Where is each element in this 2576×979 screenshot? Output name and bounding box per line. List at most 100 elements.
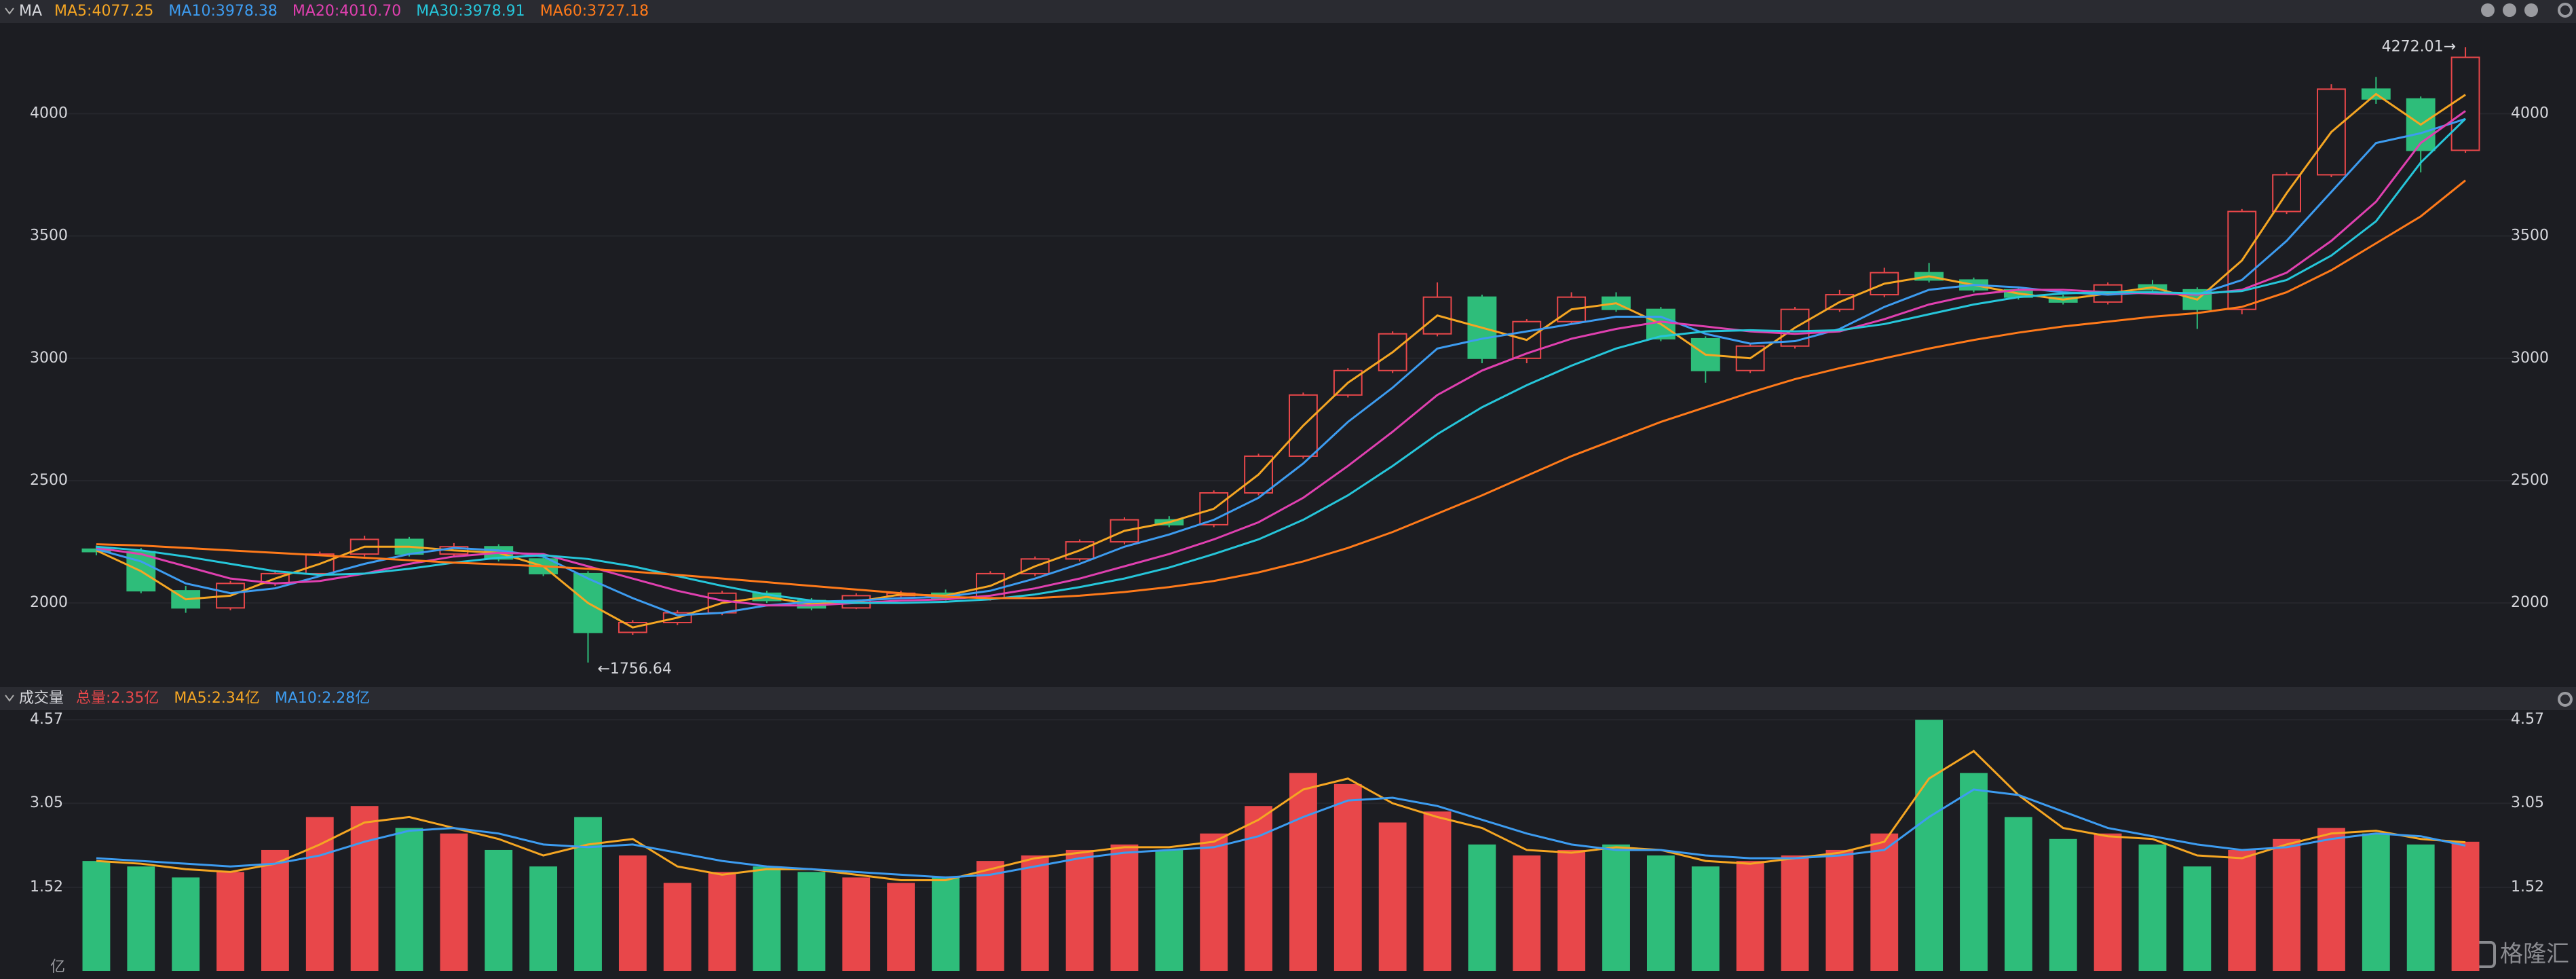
volume-bar bbox=[440, 833, 468, 971]
y2-tick-label: 1.52 bbox=[2511, 879, 2544, 895]
candle-body bbox=[1780, 308, 1810, 347]
volume-bar bbox=[1021, 855, 1049, 971]
y2-tick-label: 2500 bbox=[2511, 472, 2549, 489]
volume-bar bbox=[305, 817, 334, 971]
candle-body bbox=[1422, 296, 1452, 335]
volume-bar bbox=[1468, 844, 1496, 971]
volume-total: 总量:2.35亿 bbox=[76, 690, 159, 707]
volume-bar bbox=[976, 861, 1004, 971]
y2-tick-label: 3000 bbox=[2511, 350, 2549, 367]
minimize-button[interactable] bbox=[2481, 3, 2495, 17]
settings-button[interactable] bbox=[2558, 3, 2573, 18]
volume-bar bbox=[2138, 844, 2167, 971]
legend-label: MA20:4010.70 bbox=[292, 3, 401, 20]
volume-bar bbox=[2362, 833, 2390, 971]
legend-label: MA5:4077.25 bbox=[54, 3, 153, 20]
y2-tick-label: 2000 bbox=[2511, 594, 2549, 611]
volume-bar bbox=[1245, 806, 1272, 971]
ma-line bbox=[96, 117, 2467, 604]
volume-bar bbox=[1691, 866, 1720, 971]
volume-bar bbox=[708, 872, 736, 971]
volume-bar bbox=[618, 855, 647, 971]
collapse-icon[interactable] bbox=[5, 7, 14, 15]
volume-bar bbox=[127, 866, 155, 971]
y2-tick-label: 3.05 bbox=[2511, 794, 2544, 811]
y-tick-label: 2000 bbox=[30, 594, 68, 611]
candle-body bbox=[1289, 394, 1318, 457]
volume-bar bbox=[753, 866, 781, 971]
volume-bar bbox=[1333, 783, 1362, 971]
volume-unit: 亿 bbox=[50, 959, 65, 976]
add-button[interactable] bbox=[2503, 3, 2516, 17]
volume-bar bbox=[1557, 849, 1586, 971]
ma-line bbox=[96, 179, 2467, 599]
volume-bar bbox=[2228, 849, 2256, 971]
volume-bar bbox=[842, 877, 871, 971]
y-tick-label: 3500 bbox=[30, 227, 68, 244]
indicator-title: MA bbox=[19, 3, 42, 20]
volume-bar bbox=[1289, 773, 1317, 971]
volume-bar bbox=[350, 806, 379, 971]
volume-header-bar bbox=[0, 687, 2576, 710]
volume-bar bbox=[2273, 838, 2301, 971]
volume-title: 成交量 bbox=[19, 690, 64, 707]
volume-bar bbox=[663, 883, 692, 971]
annotation: ←1756.64 bbox=[598, 661, 672, 678]
volume-bar bbox=[2451, 841, 2480, 971]
ma-line bbox=[96, 788, 2466, 879]
y2-tick-label: 3500 bbox=[2511, 227, 2549, 244]
y-tick-label: 4.57 bbox=[30, 711, 63, 728]
volume-bar bbox=[1602, 844, 1630, 971]
y2-tick-label: 4.57 bbox=[2511, 711, 2544, 728]
volume-bar bbox=[1200, 833, 1228, 971]
volume-bar bbox=[395, 828, 423, 971]
volume-bar bbox=[1423, 811, 1452, 971]
volume-bar bbox=[1065, 849, 1094, 971]
settings-button[interactable] bbox=[2558, 692, 2573, 707]
remove-button[interactable] bbox=[2524, 3, 2538, 17]
volume-bar bbox=[2004, 817, 2032, 971]
legend-label: MA5:2.34亿 bbox=[174, 690, 259, 707]
volume-bar bbox=[216, 872, 244, 971]
volume-bar bbox=[1155, 849, 1183, 971]
volume-bar bbox=[529, 866, 558, 971]
volume-bar bbox=[1781, 855, 1809, 971]
y-tick-label: 1.52 bbox=[30, 879, 63, 895]
volume-bar bbox=[574, 817, 602, 971]
volume-bar bbox=[2406, 844, 2435, 971]
y-tick-label: 3.05 bbox=[30, 794, 63, 811]
y-tick-label: 4000 bbox=[30, 105, 68, 122]
volume-bar bbox=[485, 849, 513, 971]
candle-body bbox=[1378, 333, 1407, 371]
volume-bar bbox=[1736, 861, 1764, 971]
collapse-icon[interactable] bbox=[5, 695, 14, 702]
y2-tick-label: 4000 bbox=[2511, 105, 2549, 122]
y-tick-label: 3000 bbox=[30, 350, 68, 367]
volume-bar bbox=[887, 883, 915, 971]
volume-bar bbox=[797, 872, 826, 971]
legend-label: MA60:3727.18 bbox=[540, 3, 649, 20]
legend-label: MA10:3978.38 bbox=[168, 3, 277, 20]
volume-bar bbox=[2049, 838, 2077, 971]
volume-bar bbox=[932, 877, 960, 971]
volume-bar bbox=[1513, 855, 1541, 971]
logo: 格隆汇 bbox=[2500, 941, 2569, 968]
volume-bar bbox=[2094, 833, 2122, 971]
volume-bar bbox=[2183, 866, 2212, 971]
volume-bar bbox=[1870, 833, 1899, 971]
volume-bar bbox=[1646, 855, 1675, 971]
volume-bar bbox=[1110, 844, 1139, 971]
price-header-bar bbox=[0, 0, 2576, 23]
y-tick-label: 2500 bbox=[30, 472, 68, 489]
legend-label: MA30:3978.91 bbox=[416, 3, 525, 20]
ma-line bbox=[96, 110, 2466, 607]
annotation: 4272.01→ bbox=[2382, 38, 2456, 55]
volume-bar bbox=[1825, 849, 1854, 971]
volume-bar bbox=[1378, 822, 1407, 971]
legend-label: MA10:2.28亿 bbox=[275, 690, 370, 707]
volume-bar bbox=[2317, 828, 2345, 971]
volume-bar bbox=[82, 861, 111, 971]
ma-line bbox=[96, 750, 2466, 881]
